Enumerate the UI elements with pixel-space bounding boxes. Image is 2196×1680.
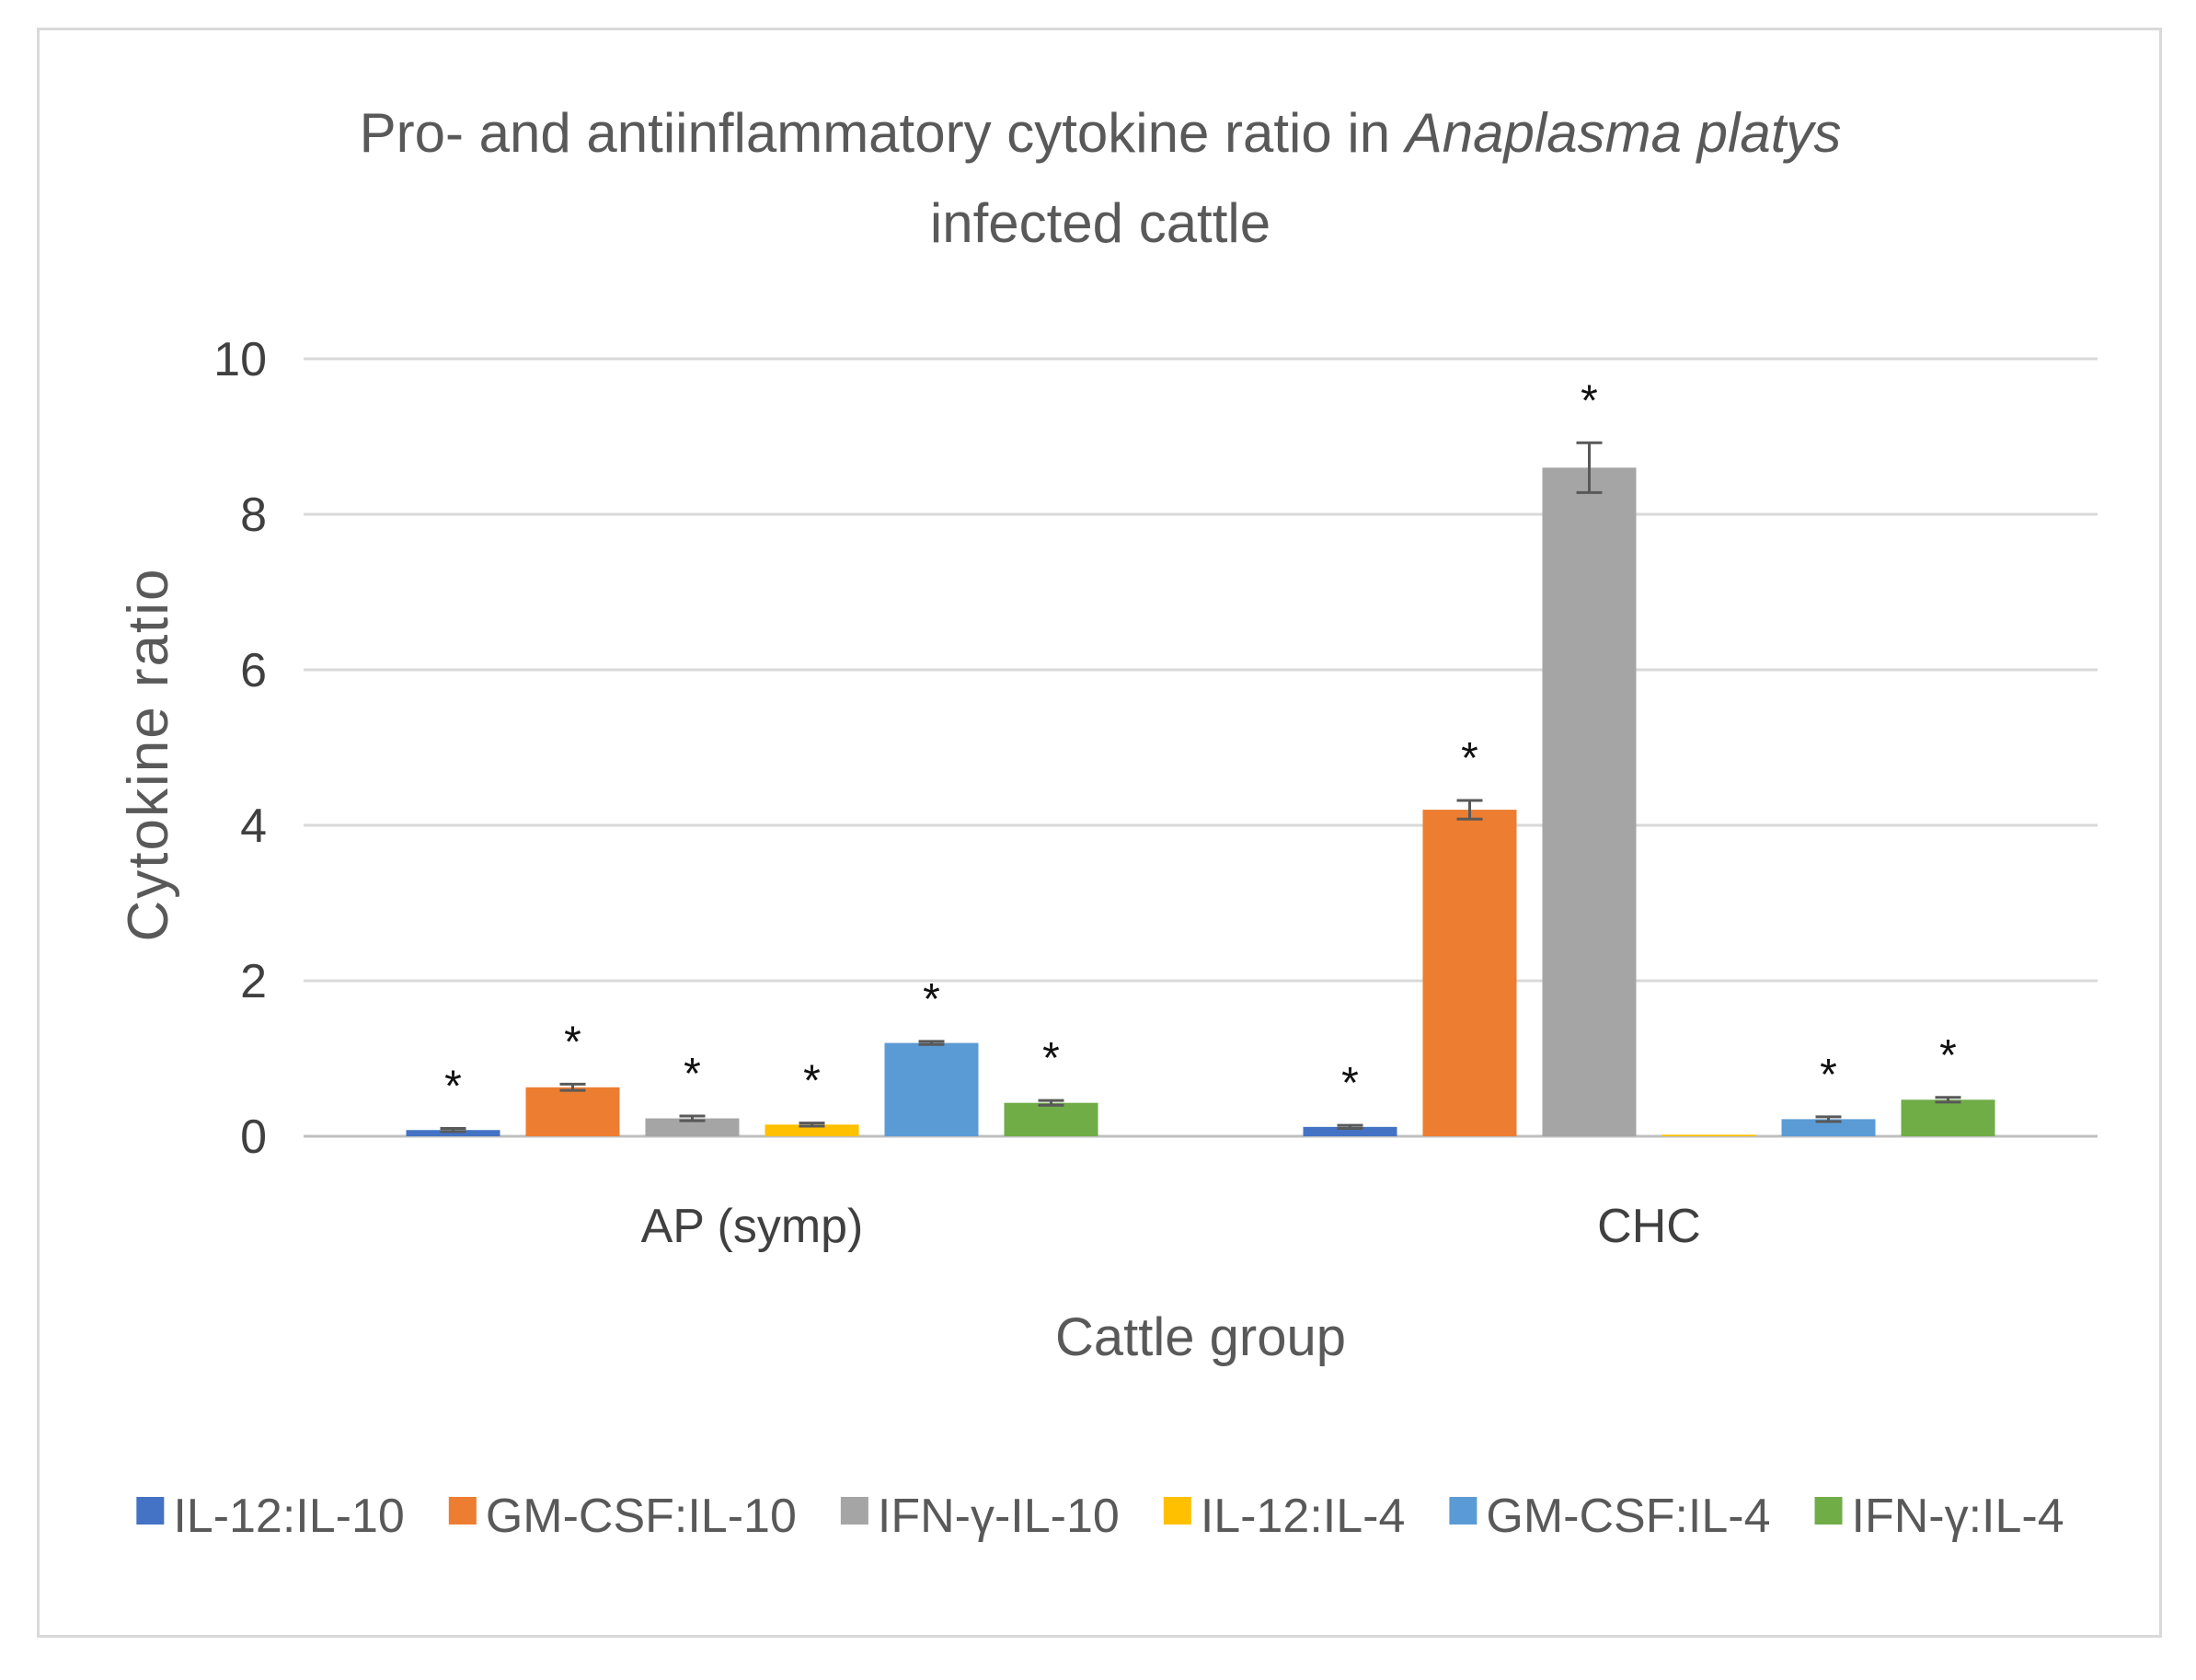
- bar-IFN-γ:IL-4-CHC: [1901, 1099, 1995, 1136]
- legend-swatch: [448, 1497, 477, 1525]
- legend-swatch: [1814, 1497, 1843, 1525]
- legend-label: GM-CSF:IL-4: [1486, 1490, 1770, 1543]
- legend-label: IL-12:IL-10: [173, 1490, 405, 1543]
- y-tick-label: 10: [213, 333, 267, 386]
- legend-swatch: [1449, 1497, 1477, 1525]
- legend-label: IFN-γ:IL-4: [1852, 1490, 2064, 1543]
- chart-frame: [37, 28, 2162, 1638]
- significance-star: *: [564, 1018, 581, 1066]
- bar-IL-12:IL-4-AP (symp): [765, 1124, 859, 1136]
- significance-star: *: [444, 1063, 462, 1111]
- bar-IL-12:IL-10-AP (symp): [406, 1130, 500, 1136]
- significance-star: *: [1042, 1034, 1060, 1083]
- bar-GM-CSF:IL-10-CHC: [1422, 810, 1517, 1136]
- legend-label: IL-12:IL-4: [1201, 1490, 1406, 1543]
- legend-item: IFN-γ-IL-10: [840, 1490, 1120, 1543]
- significance-star: *: [1581, 376, 1598, 425]
- significance-markers: * * * * * * * * * * *: [444, 376, 1957, 1110]
- bar-IL-12:IL-10-CHC: [1303, 1126, 1397, 1136]
- significance-star: *: [1939, 1031, 1957, 1080]
- significance-star: *: [1820, 1051, 1837, 1099]
- legend: IL-12:IL-10 GM-CSF:IL-10 IFN-γ-IL-10 IL-12:…: [136, 1490, 2064, 1543]
- legend-swatch: [840, 1497, 868, 1525]
- legend-item: IL-12:IL-4: [1163, 1490, 1406, 1543]
- significance-star: *: [684, 1050, 701, 1099]
- chart-title-species: Anaplasma platys: [1403, 102, 1842, 164]
- legend-item: IFN-γ:IL-4: [1814, 1490, 2064, 1543]
- category-label: AP (symp): [641, 1200, 864, 1253]
- bar-GM-CSF:IL-4-AP (symp): [884, 1042, 979, 1136]
- bar-IFN-γ-IL-10-AP (symp): [645, 1118, 740, 1136]
- chart-title: Pro- and antiinflammatory cytokine ratio…: [360, 102, 1842, 254]
- bar-IL-12:IL-4-CHC: [1661, 1134, 1756, 1136]
- legend-swatch: [136, 1497, 165, 1525]
- legend-item: IL-12:IL-10: [136, 1490, 405, 1543]
- y-tick-label: 6: [240, 644, 267, 697]
- significance-star: *: [1461, 734, 1478, 783]
- y-axis-title: Cytokine ratio: [117, 567, 180, 941]
- category-label: CHC: [1597, 1200, 1701, 1253]
- bar-IFN-γ-IL-10-CHC: [1542, 467, 1637, 1136]
- chart-title-main: Pro- and antiinflammatory cytokine ratio…: [360, 102, 1406, 164]
- legend-label: GM-CSF:IL-10: [486, 1490, 797, 1543]
- legend-item: GM-CSF:IL-4: [1449, 1490, 1771, 1543]
- chart-title-line2: infected cattle: [930, 192, 1270, 254]
- significance-star: *: [923, 975, 940, 1024]
- bars: [406, 467, 1995, 1136]
- bar-IFN-γ:IL-4-AP (symp): [1004, 1102, 1098, 1136]
- y-tick-label: 4: [240, 800, 267, 853]
- y-axis-ticks: 0 2 4 6 8 10: [213, 333, 267, 1164]
- legend-swatch: [1163, 1497, 1191, 1525]
- y-tick-label: 0: [240, 1110, 267, 1164]
- bar-GM-CSF:IL-10-AP (symp): [525, 1087, 620, 1136]
- y-tick-label: 8: [240, 489, 267, 542]
- x-axis-categories: AP (symp) CHC: [641, 1200, 1701, 1253]
- legend-label: IFN-γ-IL-10: [878, 1490, 1120, 1543]
- x-axis-title: Cattle group: [1055, 1307, 1346, 1367]
- error-bars: [440, 441, 1961, 1133]
- svg-text:Pro- and antiinflammatory cyto: Pro- and antiinflammatory cytokine ratio…: [360, 102, 1842, 164]
- bar-GM-CSF:IL-4-CHC: [1781, 1119, 1876, 1136]
- y-tick-label: 2: [240, 955, 267, 1008]
- significance-star: *: [803, 1057, 821, 1106]
- significance-star: *: [1341, 1059, 1359, 1108]
- legend-item: GM-CSF:IL-10: [448, 1490, 797, 1543]
